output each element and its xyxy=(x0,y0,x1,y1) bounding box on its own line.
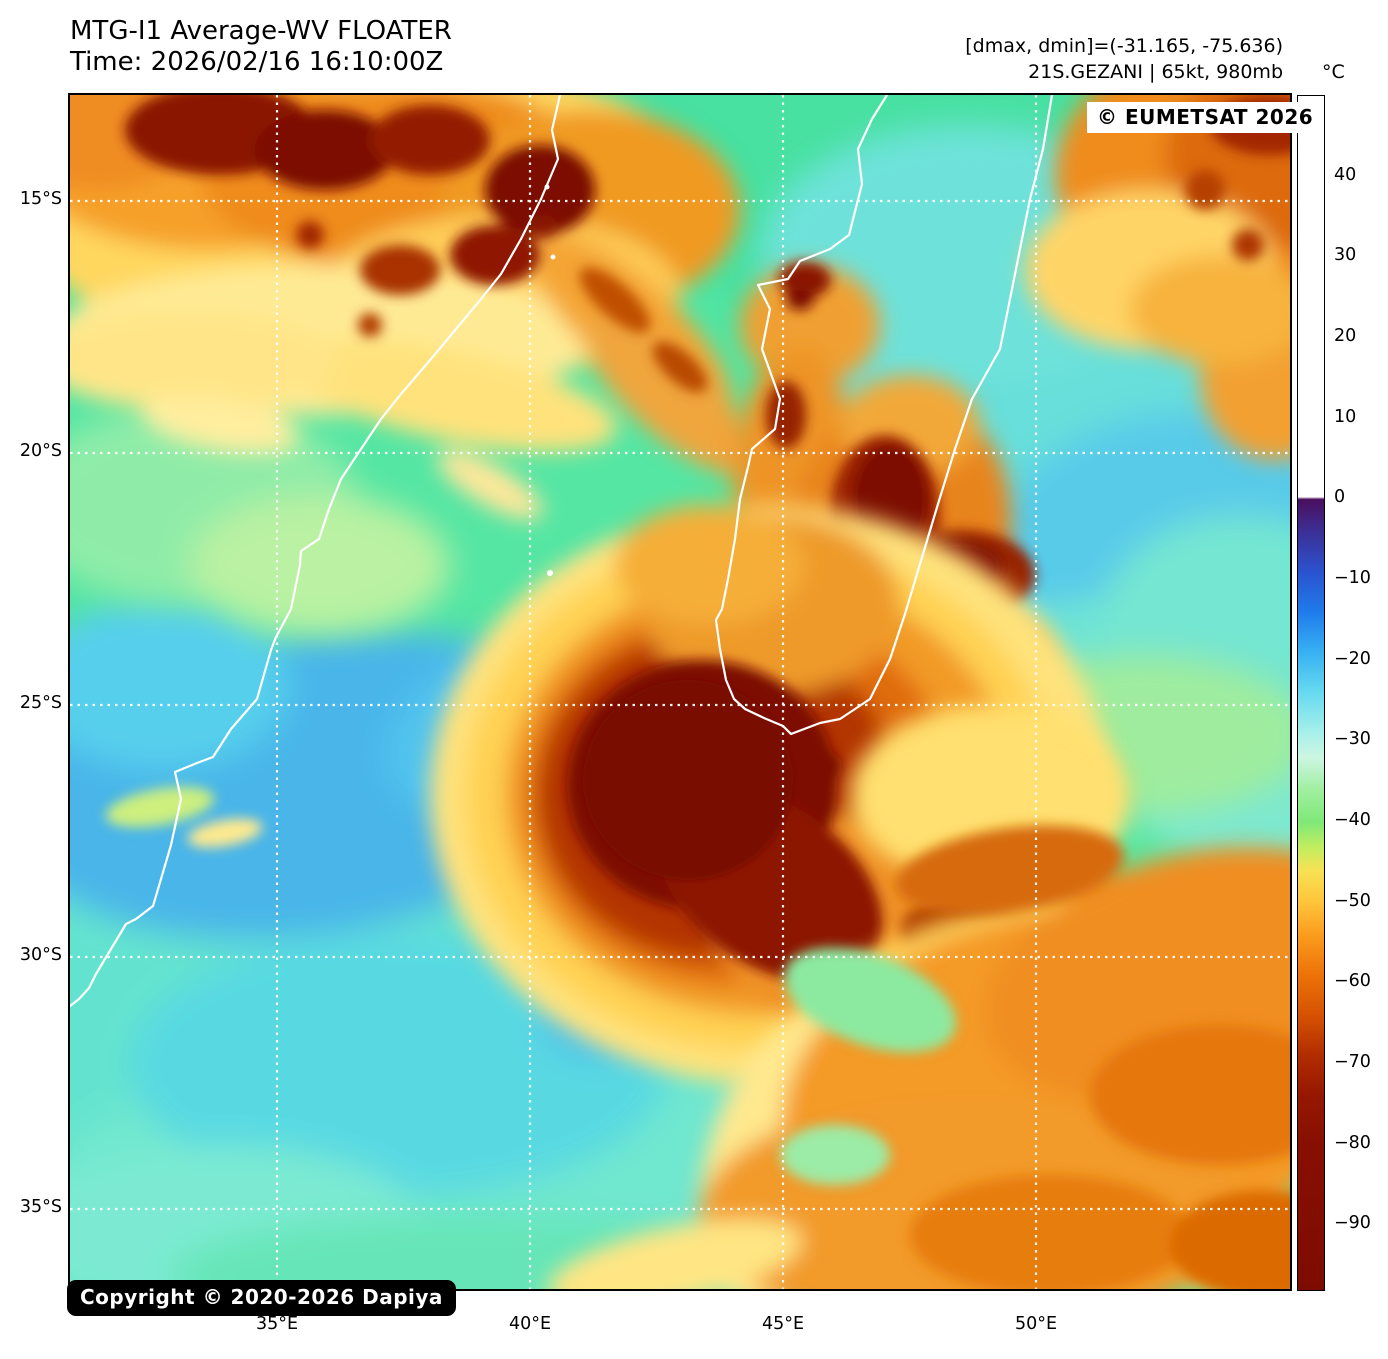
lat-tick-label: 20°S xyxy=(19,441,62,461)
colorbar-tick-label: −30 xyxy=(1334,729,1371,750)
lat-tick-label: 25°S xyxy=(19,693,62,713)
colorbar-tick-label: −80 xyxy=(1334,1132,1371,1153)
water-vapor-imagery xyxy=(70,95,1290,1289)
lon-tick-label: 40°E xyxy=(508,1314,552,1334)
colorbar-tick-label: 20 xyxy=(1334,326,1357,347)
lat-tick-label: 35°S xyxy=(19,1197,62,1217)
lat-tick-label: 30°S xyxy=(19,945,62,965)
colorbar-unit-label: °C xyxy=(1322,61,1345,83)
copyright-badge: Copyright © 2020-2026 Dapiya xyxy=(67,1280,456,1316)
colorbar-tick-label: −50 xyxy=(1334,890,1371,911)
title-line-1: MTG-I1 Average-WV FLOATER xyxy=(70,16,452,46)
title-line-2: Time: 2026/02/16 16:10:00Z xyxy=(70,47,444,77)
lat-tick-label: 15°S xyxy=(19,189,62,209)
colorbar-tick-label: 0 xyxy=(1334,487,1346,508)
colorbar-gradient xyxy=(1298,96,1324,1290)
colorbar-tick-label: −60 xyxy=(1334,971,1371,992)
colorbar-tick-label: −70 xyxy=(1334,1052,1371,1073)
lat-tick-labels: 15°S 20°S 25°S 30°S 35°S xyxy=(0,0,62,1359)
colorbar-tick-label: −40 xyxy=(1334,810,1371,831)
colorbar-tick-label: 10 xyxy=(1334,406,1357,427)
lon-tick-label: 50°E xyxy=(1014,1314,1058,1334)
storm-annotation: 21S.GEZANI | 65kt, 980mb xyxy=(1028,61,1283,83)
madagascar-coastline xyxy=(714,95,1054,736)
scattered-wisps xyxy=(105,786,263,848)
colorbar-tick-label: 30 xyxy=(1334,245,1357,266)
figure-annotations: [dmax, dmin]=(-31.165, -75.636) 21S.GEZAN… xyxy=(965,33,1283,85)
lon-tick-label: 35°E xyxy=(255,1314,299,1334)
coastlines xyxy=(70,95,1054,1008)
cold-overshooting-tops-northwest xyxy=(125,95,708,393)
colorbar-tick-label: −10 xyxy=(1334,568,1371,589)
southeast-cloud-shield xyxy=(547,705,1290,1289)
eumetsat-credit-badge: © EUMETSAT 2026 xyxy=(1087,102,1324,133)
colorbar xyxy=(1297,95,1325,1291)
colorbar-tick-label: 40 xyxy=(1334,164,1357,185)
africa-coastline xyxy=(70,95,562,1008)
colorbar-tick-label: −90 xyxy=(1334,1213,1371,1234)
dmax-dmin-annotation: [dmax, dmin]=(-31.165, -75.636) xyxy=(965,35,1283,57)
lon-tick-label: 45°E xyxy=(761,1314,805,1334)
lat-lon-gridlines xyxy=(70,95,1290,1289)
colorbar-tick-label: −20 xyxy=(1334,648,1371,669)
cloud-mass-northeast-corner xyxy=(1025,95,1290,460)
figure-title: MTG-I1 Average-WV FLOATER Time: 2026/02/1… xyxy=(70,16,452,78)
satellite-map xyxy=(68,93,1292,1291)
